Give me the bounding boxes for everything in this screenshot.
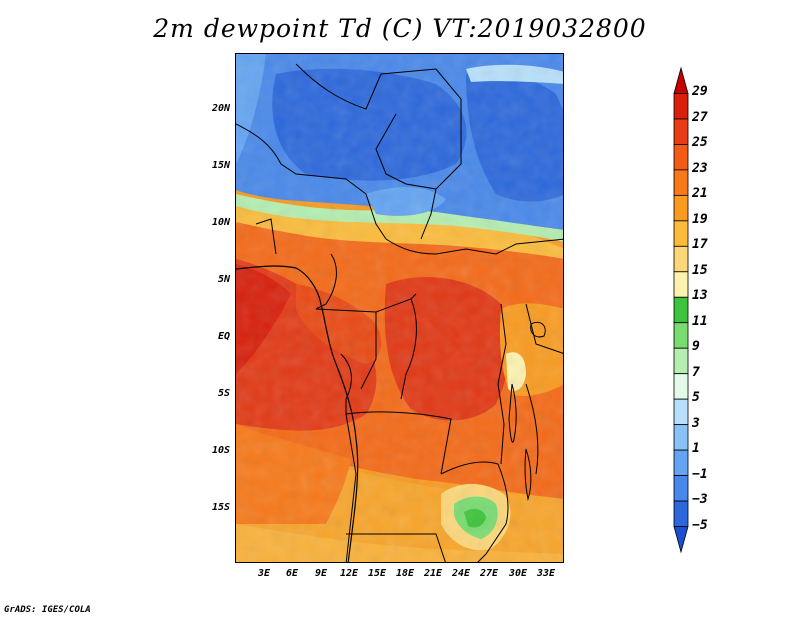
border-niger-libya <box>380 68 462 114</box>
colorbar-tick-label: 23 <box>692 160 708 176</box>
lat-label: 20N <box>211 103 230 114</box>
colorbar-tick-label: 21 <box>692 186 708 202</box>
colorbar-segment <box>673 144 689 171</box>
lon-label: 18E <box>395 568 415 579</box>
lake-tanganyika <box>508 383 517 443</box>
credit-text: GrADS: IGES/COLA <box>4 605 91 615</box>
border-mali-niger <box>236 123 367 195</box>
lon-label: 6E <box>285 568 299 579</box>
border-gabon-congo <box>340 353 352 414</box>
border-uganda-kenya <box>525 303 563 354</box>
colorbar-segment <box>673 66 689 94</box>
lon-label: 24E <box>451 568 471 579</box>
colorbar-segment <box>673 424 689 451</box>
border-niger-nigeria <box>365 193 387 240</box>
colorbar-segment <box>673 449 689 476</box>
colorbar-tick-label: −1 <box>692 466 708 482</box>
colorbar-segment <box>673 245 689 273</box>
lake-malawi <box>524 448 532 501</box>
border-drc-angola <box>345 411 452 475</box>
colorbar-tick-label: −5 <box>692 517 708 533</box>
colorbar-segment <box>673 296 689 324</box>
lon-label: 12E <box>339 568 359 579</box>
lon-label: 30E <box>508 568 528 579</box>
colorbar-segment <box>673 347 689 375</box>
colorbar-segment <box>673 169 689 196</box>
lon-label: 33E <box>536 568 556 579</box>
lake-victoria <box>530 321 546 338</box>
border-drc-inner <box>400 298 417 400</box>
dewpoint-map <box>236 54 563 562</box>
colorbar <box>673 66 689 554</box>
colorbar-tick-label: 13 <box>692 288 708 304</box>
colorbar-segment <box>673 220 689 247</box>
colorbar-tick-label: −3 <box>692 492 708 508</box>
colorbar-segment <box>673 194 689 222</box>
colorbar-tick-label: 15 <box>692 262 708 278</box>
border-niger-chad <box>375 113 437 190</box>
colorbar-segment <box>673 398 689 426</box>
colorbar-tick-label: 19 <box>692 211 708 227</box>
colorbar-segment <box>673 373 689 400</box>
colorbar-segment <box>673 475 689 502</box>
border-cameroon-congo <box>315 293 417 313</box>
colorbar-segment <box>673 118 689 145</box>
colorbar-segment <box>673 322 689 349</box>
colorbar-tick-label: 9 <box>692 339 700 355</box>
lat-label: EQ <box>217 331 230 342</box>
border-cameroon <box>315 253 337 310</box>
colorbar-tick-label: 29 <box>692 84 708 100</box>
lon-label: 15E <box>367 568 387 579</box>
colorbar-segment <box>673 526 689 554</box>
border-westafrica <box>255 218 277 255</box>
lon-label: 9E <box>314 568 328 579</box>
border-tanzania <box>525 383 539 475</box>
colorbar-segment <box>673 271 689 298</box>
colorbar-tick-label: 17 <box>692 237 708 253</box>
country-borders <box>236 63 563 562</box>
lat-label: 10S <box>211 445 230 456</box>
map-panel <box>235 53 564 563</box>
colorbar-tick-label: 1 <box>692 441 700 457</box>
lat-label: 15N <box>211 160 230 171</box>
border-congo-drc <box>360 312 377 390</box>
border-algeria-niger <box>295 63 382 110</box>
lat-label: 10N <box>211 217 230 228</box>
colorbar-tick-label: 11 <box>692 313 708 329</box>
colorbar-tick-label: 27 <box>692 109 708 125</box>
colorbar-tick-label: 25 <box>692 135 708 151</box>
lat-label: 5S <box>217 388 230 399</box>
border-great-lakes <box>497 303 507 465</box>
border-drc-zambia <box>440 461 499 475</box>
colorbar-tick-label: 7 <box>692 364 700 380</box>
border-car-chad <box>385 238 563 255</box>
colorbar-segment <box>673 500 689 527</box>
lat-label: 15S <box>211 502 230 513</box>
map-title: 2m dewpoint Td (C) VT:2019032800 <box>153 14 647 43</box>
lat-label: 5N <box>217 274 230 285</box>
lon-label: 27E <box>479 568 499 579</box>
field-texture <box>236 54 563 562</box>
border-zambia-east <box>477 463 509 562</box>
colorbar-tick-label: 3 <box>692 415 700 431</box>
coastline-atlantic <box>236 265 359 562</box>
lon-label: 3E <box>257 568 271 579</box>
border-angola-namibia <box>346 533 446 562</box>
colorbar-tick-label: 5 <box>692 390 700 406</box>
colorbar-segment <box>673 93 689 120</box>
lon-label: 21E <box>423 568 443 579</box>
